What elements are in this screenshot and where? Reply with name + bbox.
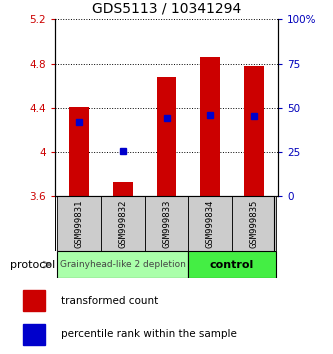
Bar [113,182,133,196]
Text: Grainyhead-like 2 depletion: Grainyhead-like 2 depletion [60,260,186,269]
Bar [157,77,176,196]
Bar [101,196,145,251]
Text: transformed count: transformed count [61,296,158,306]
Bar [145,196,188,251]
Text: control: control [210,259,254,270]
Bar [69,107,89,196]
Text: percentile rank within the sample: percentile rank within the sample [61,329,236,339]
Bar [23,290,45,312]
Bar [232,196,276,251]
Text: GSM999834: GSM999834 [206,200,215,248]
Text: GSM999832: GSM999832 [118,200,127,248]
Text: GSM999833: GSM999833 [162,200,171,248]
Bar [200,57,220,196]
Text: GSM999835: GSM999835 [249,200,258,248]
Bar [188,251,276,278]
Bar [23,324,45,345]
Text: protocol: protocol [10,259,55,270]
Bar [244,66,264,196]
Bar [57,251,188,278]
Title: GDS5113 / 10341294: GDS5113 / 10341294 [92,1,241,16]
Bar [57,196,101,251]
Bar [188,196,232,251]
Text: GSM999831: GSM999831 [75,200,84,248]
